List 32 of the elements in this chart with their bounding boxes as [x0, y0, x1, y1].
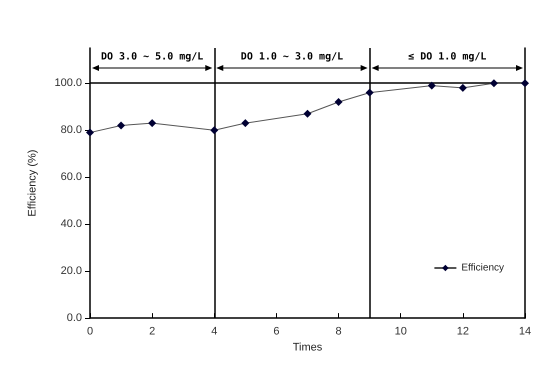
x-tick-label: 14 — [518, 326, 532, 338]
point — [490, 79, 498, 88]
point — [304, 110, 312, 118]
y-axis-title: Efficiency (%) — [26, 150, 38, 217]
point — [521, 79, 529, 88]
legend-label: Efficiency — [461, 262, 504, 274]
point — [366, 88, 374, 97]
point — [148, 119, 156, 128]
y-tick-label: 0.0 — [66, 312, 82, 324]
y-tick-label: 80.0 — [60, 124, 82, 136]
annotation: ≤ DO 1.0 mg/L — [408, 52, 486, 62]
y-tick-label: 20.0 — [60, 265, 82, 278]
x-tick-label: 10 — [394, 326, 407, 338]
x-tick-label: 0 — [86, 326, 94, 338]
y-tick-label: 40.0 — [60, 218, 82, 230]
point — [117, 122, 126, 130]
y-tick-label: 60.0 — [60, 171, 82, 184]
point — [241, 119, 250, 128]
y-tick-label: 100.0 — [54, 77, 82, 90]
x-tick-label: 8 — [336, 326, 342, 338]
x-tick-label: 4 — [211, 326, 218, 338]
x-axis-title: Times — [292, 342, 323, 354]
x-tick-label: 6 — [273, 326, 280, 338]
point — [334, 98, 343, 106]
point — [428, 82, 436, 90]
x-tick-label: 2 — [149, 326, 156, 338]
annotation: DO 1.0 ~ 3.0 mg/L — [240, 52, 344, 62]
x-tick-label: 12 — [456, 326, 469, 338]
point — [458, 84, 467, 92]
point — [86, 128, 94, 137]
annotation: DO 3.0 ~ 5.0 mg/L — [100, 52, 204, 62]
point — [210, 126, 218, 134]
